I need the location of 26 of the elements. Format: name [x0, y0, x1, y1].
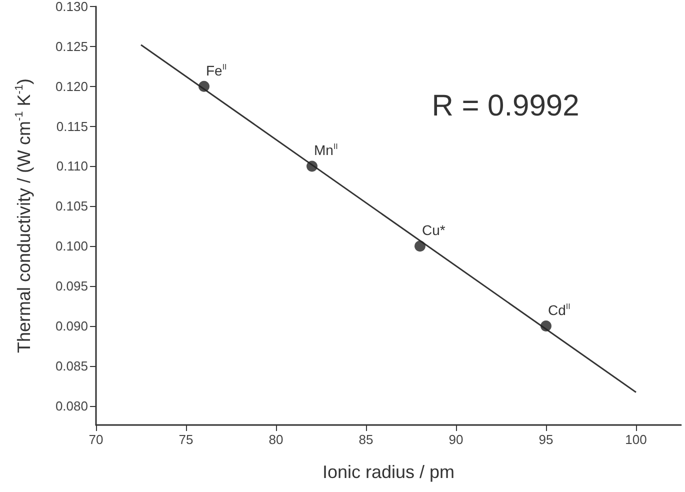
y-tick-label: 0.085	[55, 358, 88, 374]
annotation: R = 0.9992	[432, 89, 580, 122]
point	[198, 80, 210, 92]
x-tick-label: 85	[358, 432, 374, 447]
y-tick-label: 0.095	[55, 278, 88, 294]
x-tick-label: 75	[178, 432, 194, 447]
y-tick-label: 0.120	[55, 78, 88, 94]
y-tick-label: 0.090	[55, 318, 88, 334]
x-tick-label: 80	[268, 432, 284, 447]
point	[540, 320, 552, 332]
y-axis-title: Thermal conductivity / (W cm-1 K-1)	[14, 78, 34, 354]
y-tick-label: 0.110	[56, 158, 88, 174]
point	[306, 160, 318, 172]
x-tick-label: 95	[538, 432, 554, 447]
y-tick-label: 0.115	[56, 118, 88, 134]
y-tick-label: 0.125	[55, 38, 88, 54]
x-tick-label: 90	[448, 432, 464, 447]
x-tick-label: 70	[88, 432, 104, 447]
y-tick-label: 0.105	[55, 198, 88, 214]
x-tick-label: 100	[625, 432, 647, 447]
annotation: Cu*	[422, 222, 446, 238]
y-tick-label: 0.130	[55, 0, 88, 14]
y-tick-label: 0.100	[55, 238, 88, 254]
point	[414, 240, 426, 252]
y-tick-label: 0.080	[55, 398, 88, 414]
x-axis-title: Ionic radius / pm	[322, 462, 455, 482]
